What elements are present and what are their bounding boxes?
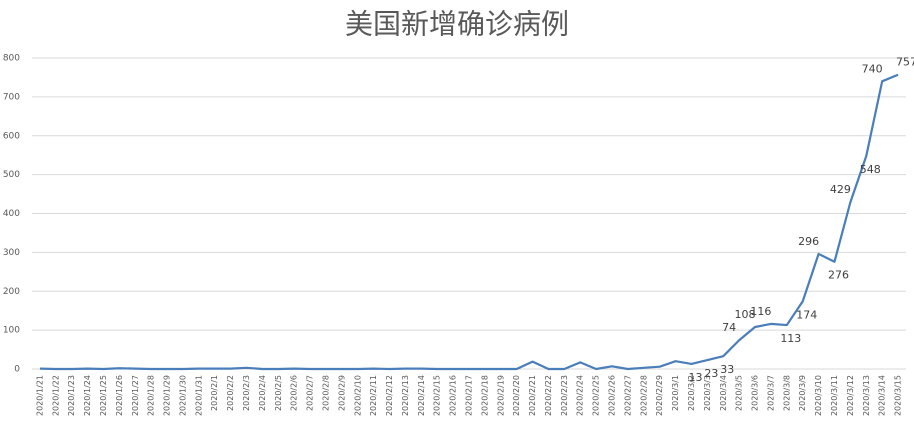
x-tick-label: 2020/1/23 bbox=[67, 375, 76, 416]
x-tick-label: 2020/3/12 bbox=[846, 375, 855, 416]
data-label: 108 bbox=[735, 308, 756, 321]
x-tick-label: 2020/2/5 bbox=[274, 375, 283, 411]
y-tick-label: 700 bbox=[3, 92, 20, 102]
x-tick-label: 2020/1/26 bbox=[115, 375, 124, 416]
data-label: 174 bbox=[796, 308, 817, 321]
x-tick-label: 2020/2/21 bbox=[528, 375, 537, 416]
x-tick-label: 2020/1/31 bbox=[194, 375, 203, 416]
x-tick-label: 2020/2/27 bbox=[623, 375, 632, 416]
y-tick-label: 800 bbox=[3, 54, 20, 64]
x-tick-label: 2020/1/22 bbox=[51, 375, 60, 416]
x-tick-label: 2020/3/6 bbox=[751, 375, 760, 411]
x-tick-label: 2020/3/11 bbox=[830, 375, 839, 416]
x-tick-label: 2020/2/18 bbox=[480, 375, 489, 416]
x-tick-label: 2020/3/2 bbox=[687, 375, 696, 411]
data-label: 757 bbox=[896, 56, 914, 69]
x-tick-label: 2020/3/5 bbox=[735, 375, 744, 411]
data-label: 276 bbox=[828, 269, 849, 282]
x-tick-label: 2020/2/7 bbox=[306, 375, 315, 411]
x-tick-label: 2020/3/13 bbox=[862, 375, 871, 416]
x-tick-label: 2020/2/15 bbox=[433, 375, 442, 416]
x-tick-label: 2020/2/22 bbox=[544, 375, 553, 416]
x-tick-label: 2020/1/30 bbox=[178, 375, 187, 416]
y-tick-label: 600 bbox=[3, 131, 20, 141]
data-label: 116 bbox=[750, 305, 771, 318]
y-tick-label: 100 bbox=[3, 326, 20, 336]
data-label: 74 bbox=[722, 321, 736, 334]
x-tick-label: 2020/3/1 bbox=[671, 375, 680, 411]
x-tick-label: 2020/1/24 bbox=[83, 375, 92, 416]
data-label: 13 bbox=[688, 371, 702, 384]
x-tick-label: 2020/2/4 bbox=[258, 375, 267, 411]
data-line bbox=[39, 73, 899, 371]
x-tick-label: 2020/2/10 bbox=[353, 375, 362, 416]
x-tick-label: 2020/2/3 bbox=[242, 375, 251, 411]
x-tick-label: 2020/1/25 bbox=[99, 375, 108, 416]
x-tick-label: 2020/3/15 bbox=[894, 375, 903, 416]
x-tick-label: 2020/2/20 bbox=[512, 375, 521, 416]
x-tick-label: 2020/1/27 bbox=[131, 375, 140, 416]
x-tick-label: 2020/1/28 bbox=[147, 375, 156, 416]
x-tick-label: 2020/1/21 bbox=[35, 375, 44, 416]
y-tick-label: 200 bbox=[3, 287, 20, 297]
x-tick-label: 2020/2/29 bbox=[655, 375, 664, 416]
x-tick-label: 2020/2/16 bbox=[449, 375, 458, 416]
x-tick-label: 2020/2/28 bbox=[639, 375, 648, 416]
data-label: 429 bbox=[830, 183, 851, 196]
data-label: 23 bbox=[704, 367, 718, 380]
data-label: 296 bbox=[798, 235, 819, 248]
data-label: 548 bbox=[860, 163, 881, 176]
data-label: 740 bbox=[862, 62, 883, 75]
x-tick-label: 2020/3/14 bbox=[878, 375, 887, 416]
x-tick-label: 2020/2/6 bbox=[290, 375, 299, 411]
x-tick-label: 2020/2/12 bbox=[385, 375, 394, 416]
x-tick-label: 2020/3/3 bbox=[703, 375, 712, 411]
x-tick-label: 2020/2/25 bbox=[592, 375, 601, 416]
x-tick-label: 2020/2/8 bbox=[321, 375, 330, 411]
x-tick-label: 2020/3/4 bbox=[719, 375, 728, 411]
x-tick-label: 2020/2/13 bbox=[401, 375, 410, 416]
x-tick-label: 2020/2/11 bbox=[369, 375, 378, 416]
chart-title: 美国新增确诊病例 bbox=[345, 8, 569, 41]
x-tick-label: 2020/2/14 bbox=[417, 375, 426, 416]
x-tick-label: 2020/3/7 bbox=[766, 375, 775, 411]
x-tick-label: 2020/2/19 bbox=[496, 375, 505, 416]
x-tick-label: 2020/2/24 bbox=[576, 375, 585, 416]
x-tick-label: 2020/2/26 bbox=[608, 375, 617, 416]
x-tick-label: 2020/2/23 bbox=[560, 375, 569, 416]
x-tick-label: 2020/2/9 bbox=[337, 375, 346, 411]
data-label: 113 bbox=[780, 332, 801, 345]
y-tick-label: 500 bbox=[3, 170, 20, 180]
x-tick-label: 2020/3/10 bbox=[814, 375, 823, 416]
x-tick-label: 2020/3/9 bbox=[798, 375, 807, 411]
data-label: 33 bbox=[720, 363, 734, 376]
y-tick-label: 300 bbox=[3, 248, 20, 258]
x-tick-label: 2020/3/8 bbox=[782, 375, 791, 411]
x-tick-label: 2020/2/17 bbox=[465, 375, 474, 416]
x-tick-label: 2020/2/1 bbox=[210, 375, 219, 411]
y-tick-label: 0 bbox=[14, 365, 20, 375]
y-tick-label: 400 bbox=[3, 209, 20, 219]
x-tick-label: 2020/1/29 bbox=[163, 375, 172, 416]
x-tick-label: 2020/2/2 bbox=[226, 375, 235, 411]
